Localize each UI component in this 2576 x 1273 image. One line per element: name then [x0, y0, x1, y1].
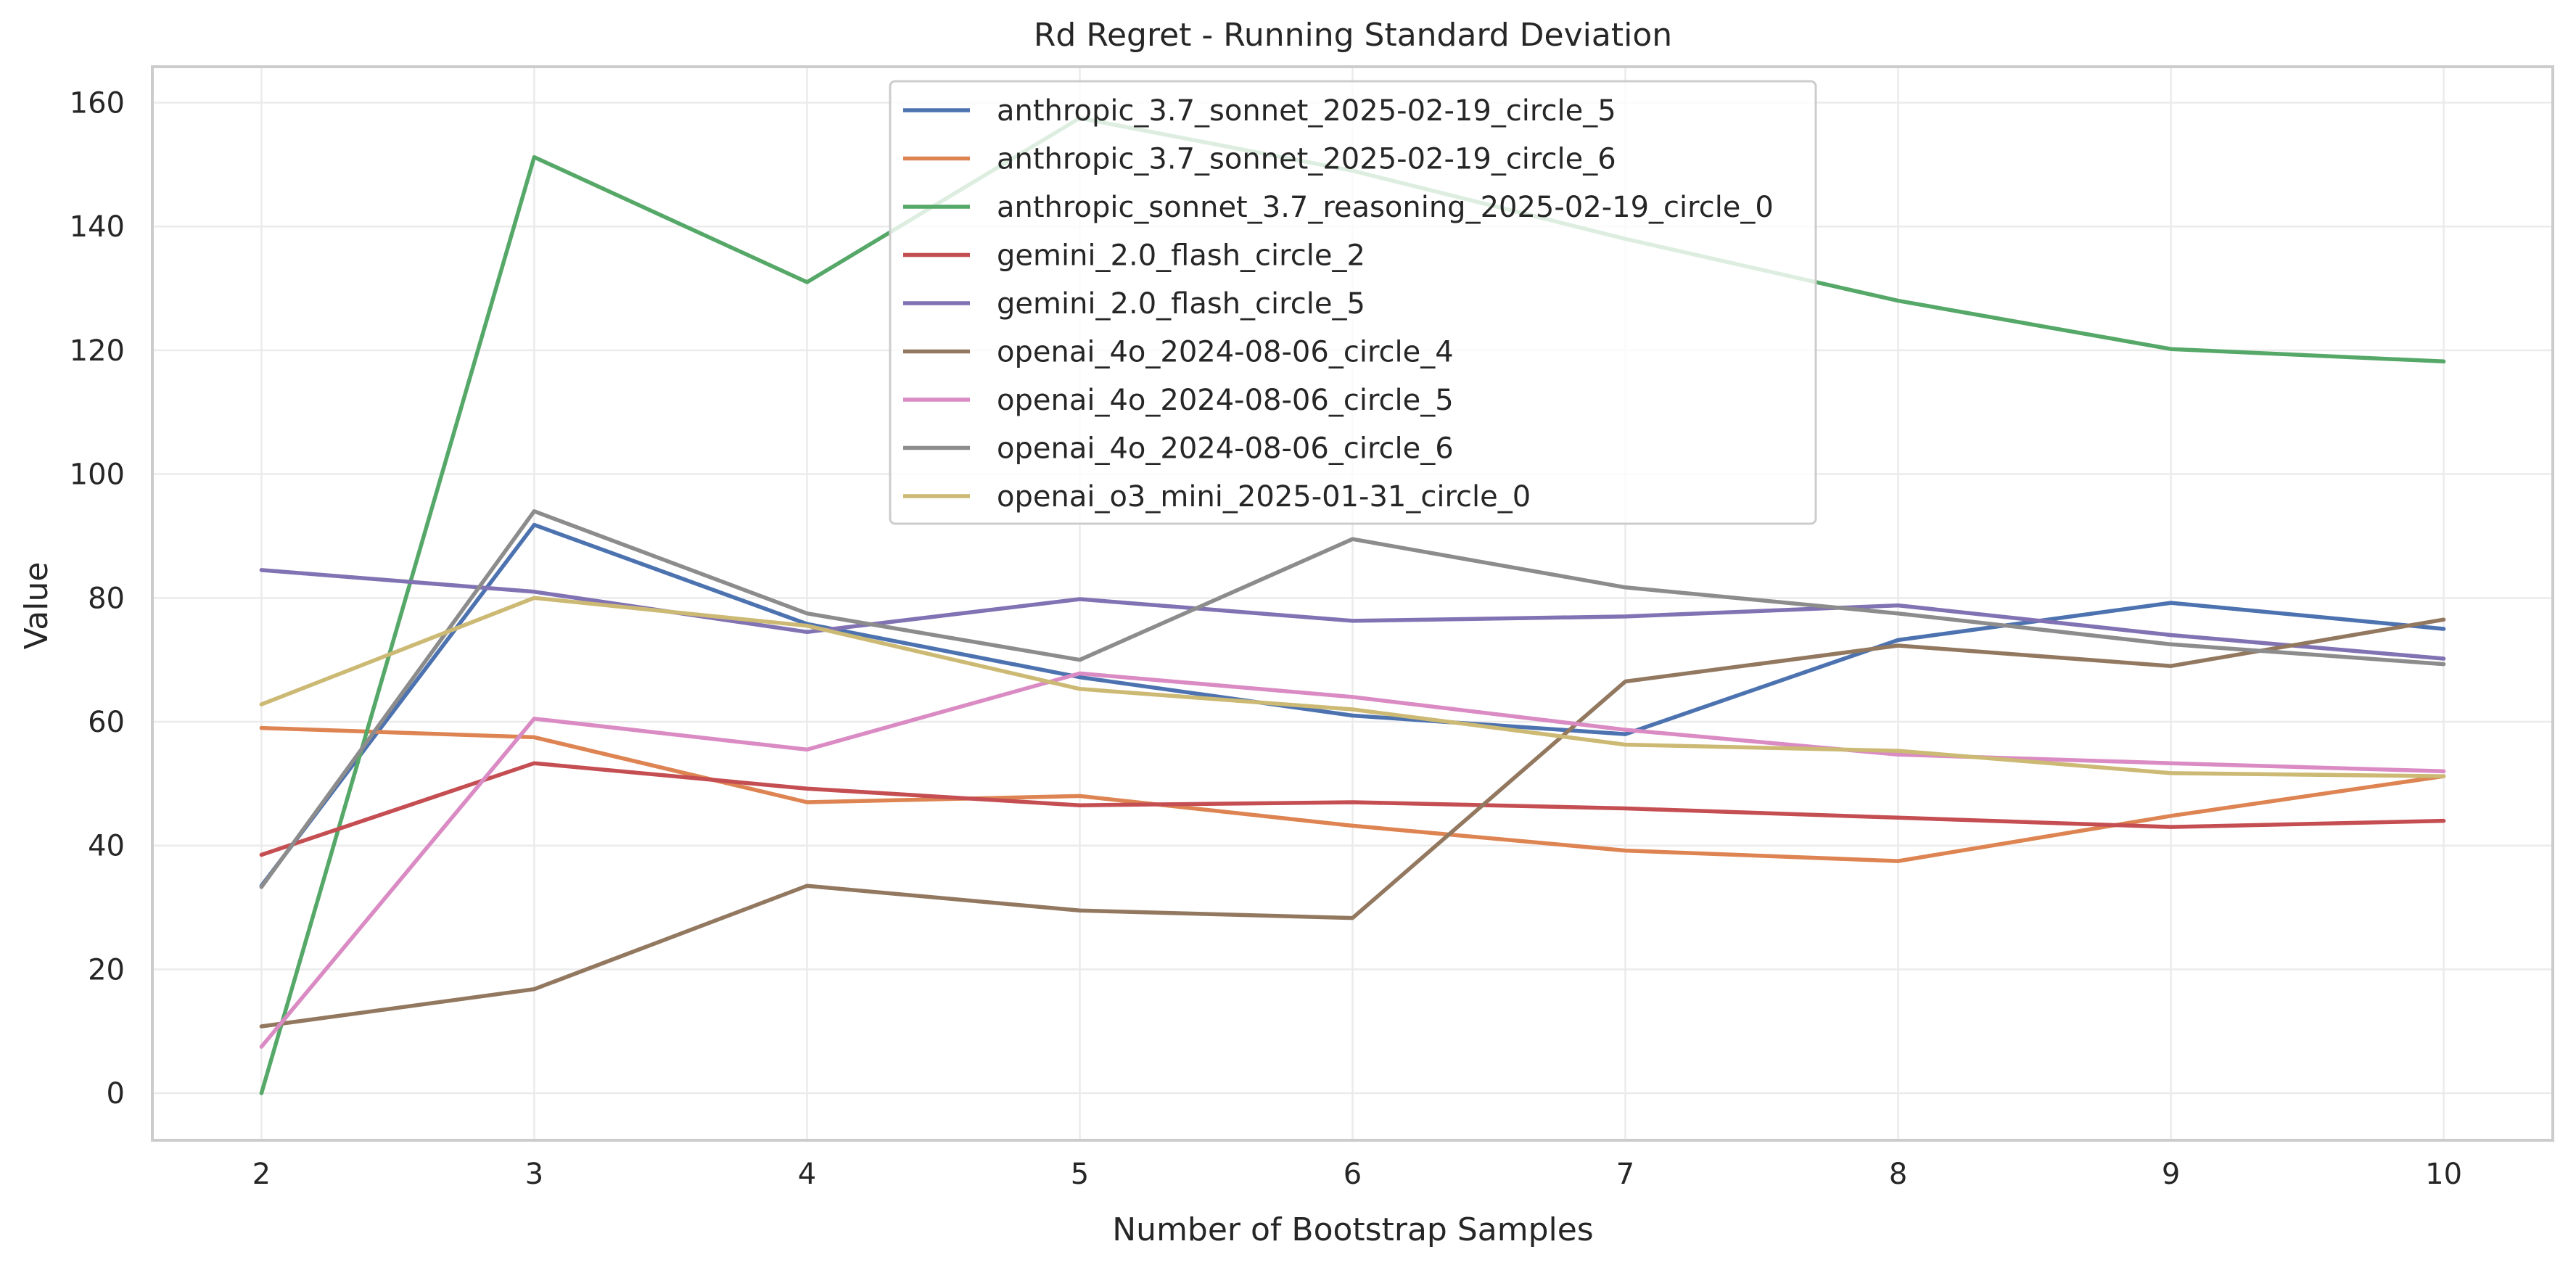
- y-tick-label: 40: [88, 830, 125, 863]
- legend-box: [889, 80, 1817, 525]
- series-line-8: [259, 509, 2446, 889]
- series-line-4: [259, 761, 2446, 857]
- x-tick-label: 4: [798, 1158, 816, 1191]
- series-line-9: [259, 596, 2446, 778]
- y-tick-label: 160: [70, 87, 125, 120]
- legend-label: openai_4o_2024-08-06_circle_4: [997, 336, 1454, 369]
- legend-label: openai_o3_mini_2025-01-31_circle_0: [997, 480, 1531, 514]
- y-tick-label: 120: [70, 334, 125, 368]
- y-tick-label: 100: [70, 458, 125, 492]
- x-tick-label: 3: [525, 1158, 543, 1191]
- x-axis-label: Number of Bootstrap Samples: [1112, 1211, 1593, 1248]
- x-tick-label: 5: [1071, 1158, 1089, 1191]
- y-tick-label: 0: [107, 1077, 125, 1111]
- x-tick-label: 6: [1343, 1158, 1362, 1191]
- y-tick-label: 140: [70, 210, 125, 244]
- y-tick-label: 20: [88, 953, 125, 986]
- chart-title: Rd Regret - Running Standard Deviation: [1034, 17, 1672, 54]
- series-line-6: [259, 617, 2446, 1029]
- legend-label: anthropic_sonnet_3.7_reasoning_2025-02-1…: [997, 191, 1774, 224]
- legend-label: gemini_2.0_flash_circle_5: [997, 287, 1365, 321]
- legend: anthropic_3.7_sonnet_2025-02-19_circle_5…: [889, 80, 1817, 525]
- series-line-2: [259, 725, 2446, 863]
- series-line-7: [259, 671, 2446, 1049]
- x-tick-label: 10: [2425, 1158, 2462, 1191]
- x-tick-label: 8: [1889, 1158, 1907, 1191]
- legend-label: openai_4o_2024-08-06_circle_6: [997, 432, 1454, 466]
- series-line-1: [259, 522, 2446, 888]
- legend-label: anthropic_3.7_sonnet_2025-02-19_circle_5: [997, 94, 1616, 128]
- plot-frame: [151, 65, 2554, 1142]
- x-tick-label: 2: [252, 1158, 271, 1191]
- series-line-5: [259, 568, 2446, 661]
- y-tick-label: 80: [88, 582, 125, 615]
- legend-label: openai_4o_2024-08-06_circle_5: [997, 384, 1454, 417]
- legend-label: anthropic_3.7_sonnet_2025-02-19_circle_6: [997, 143, 1616, 176]
- y-axis-label: Value: [18, 562, 55, 650]
- y-tick-label: 60: [88, 706, 125, 739]
- legend-label: gemini_2.0_flash_circle_2: [997, 239, 1365, 273]
- series-lines: [259, 116, 2446, 1095]
- x-tick-label: 9: [2162, 1158, 2180, 1191]
- x-tick-label: 7: [1616, 1158, 1634, 1191]
